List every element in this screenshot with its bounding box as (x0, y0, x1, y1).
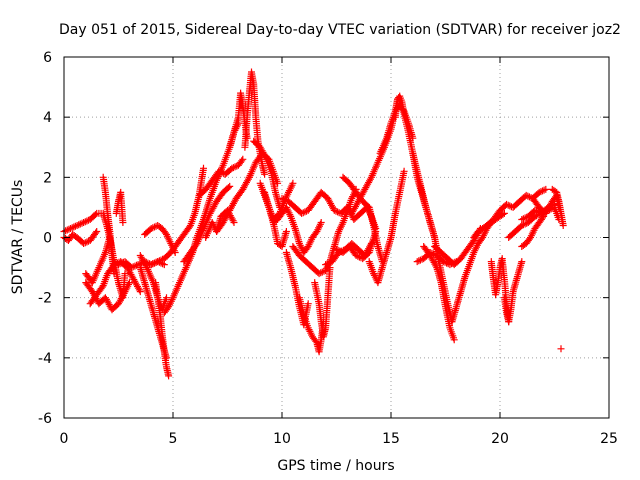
data-point-markers (343, 203, 380, 232)
data-point-markers (311, 264, 334, 341)
y-tick-label: 6 (43, 50, 52, 66)
data-point-markers (548, 185, 567, 229)
y-axis-title: SDTVAR / TECUs (10, 180, 26, 295)
series-track-54 (557, 345, 565, 353)
series-track-53 (548, 185, 567, 229)
data-point-markers (333, 228, 380, 263)
data-point-markers (86, 258, 144, 308)
x-tick-label: 25 (600, 431, 618, 447)
y-tick-label: -4 (38, 351, 52, 367)
series-track-19 (213, 173, 253, 235)
y-tick-label: -6 (38, 411, 52, 427)
axis-ticks (63, 56, 610, 419)
y-tick-label: 0 (43, 231, 52, 247)
data-point-markers (250, 137, 284, 211)
series-track-26 (269, 203, 325, 256)
data-point-markers (448, 219, 495, 326)
series-track-46 (487, 255, 513, 326)
series-track-11 (152, 279, 173, 380)
series-track-33 (333, 228, 380, 263)
data-point-markers (500, 258, 526, 326)
x-axis-title: GPS time / hours (277, 458, 394, 474)
y-tick-labels: -6 -4 -2 0 2 4 6 (38, 50, 52, 427)
series-track-23 (250, 137, 284, 211)
data-point-markers (112, 188, 127, 226)
x-tick-label: 10 (273, 431, 291, 447)
data-point-markers (213, 173, 253, 235)
y-tick-label: -2 (38, 291, 52, 307)
data-point-markers (365, 167, 408, 287)
series-track-35 (343, 203, 380, 232)
x-tick-label: 15 (382, 431, 400, 447)
series-track-27 (278, 188, 351, 217)
x-tick-label: 5 (169, 431, 178, 447)
series-track-47 (500, 258, 526, 326)
series-track-17 (195, 155, 247, 199)
data-marks (60, 68, 567, 380)
series-track-44 (448, 219, 495, 326)
series-track-30 (311, 264, 334, 341)
x-tick-label: 20 (491, 431, 509, 447)
data-point-markers (557, 345, 565, 353)
data-point-markers (195, 155, 247, 199)
y-tick-label: 2 (43, 170, 52, 186)
series-track-7 (86, 258, 144, 308)
data-point-markers (269, 203, 325, 256)
y-tick-label: 4 (43, 110, 52, 126)
series-track-5 (112, 188, 127, 226)
x-tick-label: 0 (60, 431, 69, 447)
data-point-markers (278, 188, 351, 217)
x-tick-labels: 0 5 10 15 20 25 (60, 431, 618, 447)
chart-title: Day 051 of 2015, Sidereal Day-to-day VTE… (59, 22, 621, 38)
series-track-36 (365, 167, 408, 287)
data-point-markers (518, 212, 548, 250)
data-point-markers (152, 279, 173, 380)
series-track-52 (518, 212, 548, 250)
data-point-markers (487, 255, 513, 326)
